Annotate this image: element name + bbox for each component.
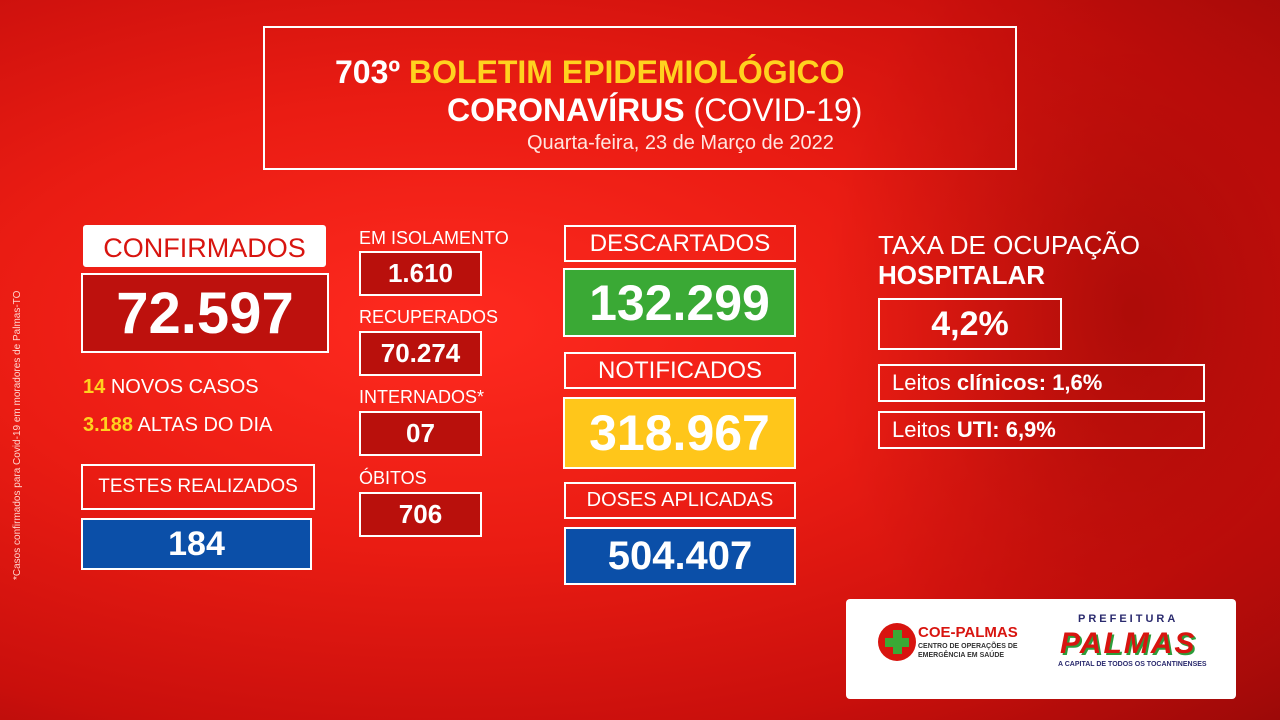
internados-value: 07 [359, 411, 482, 456]
leitos-clinicos-label: Leitos [892, 370, 957, 395]
isolamento-value: 1.610 [359, 251, 482, 296]
bulletin-subtitle: CORONAVÍRUS (COVID-19) [447, 92, 862, 129]
testes-label: TESTES REALIZADOS [81, 464, 315, 510]
ocupacao-title-2: HOSPITALAR [878, 260, 1046, 290]
altas-dia-value: 3.188 [83, 414, 134, 436]
ocupacao-title-1: TAXA DE OCUPAÇÃO [878, 230, 1140, 260]
testes-value: 184 [81, 518, 312, 570]
subtitle-bold: CORONAVÍRUS [447, 92, 685, 128]
prefeitura-label: PREFEITURA [1078, 613, 1179, 625]
bulletin-title: 703º BOLETIM EPIDEMIOLÓGICO [335, 54, 845, 91]
descartados-label: DESCARTADOS [564, 225, 796, 262]
novos-casos-label: NOVOS CASOS [110, 376, 259, 398]
altas-dia-label: ALTAS DO DIA [137, 414, 273, 436]
notificados-label: NOTIFICADOS [564, 352, 796, 389]
doses-label: DOSES APLICADAS [564, 482, 796, 519]
palmas-slogan: A CAPITAL DE TODOS OS TOCANTINENSES [1058, 661, 1207, 668]
ocupacao-value: 4,2% [878, 298, 1062, 350]
novos-casos-value: 14 [83, 376, 106, 398]
bulletin-date: Quarta-feira, 23 de Março de 2022 [527, 132, 834, 154]
novos-casos-line: 14 NOVOS CASOS [83, 376, 259, 399]
doses-value: 504.407 [564, 527, 796, 585]
side-footnote: *Casos confirmados para Covid-19 em mora… [12, 290, 23, 580]
leitos-uti-label: Leitos [892, 417, 957, 442]
leitos-uti-bold: UTI: [956, 417, 1000, 442]
leitos-clinicos-bold: clínicos: [956, 370, 1047, 395]
leitos-clinicos: Leitos clínicos: 1,6% [878, 364, 1205, 402]
subtitle-thin: (COVID-19) [693, 92, 863, 128]
palmas-logo: PALMAS [1060, 627, 1197, 660]
logos-card: COE-PALMAS CENTRO DE OPERAÇÕES DE EMERGÊ… [846, 599, 1236, 699]
notificados-value: 318.967 [563, 397, 796, 469]
isolamento-label: EM ISOLAMENTO [359, 228, 509, 248]
descartados-value: 132.299 [563, 268, 796, 337]
leitos-clinicos-value: 1,6% [1046, 370, 1103, 395]
recuperados-label: RECUPERADOS [359, 307, 499, 327]
confirmados-label: CONFIRMADOS [83, 225, 326, 267]
coe-cross-icon [878, 623, 916, 661]
confirmados-value: 72.597 [81, 273, 329, 353]
leitos-uti: Leitos UTI: 6,9% [878, 411, 1205, 449]
bulletin-title-text: BOLETIM EPIDEMIOLÓGICO [408, 54, 845, 90]
recuperados-value: 70.274 [359, 331, 482, 376]
leitos-uti-value: 6,9% [999, 417, 1056, 442]
coe-subtitle: CENTRO DE OPERAÇÕES DE EMERGÊNCIA EM SAÚ… [918, 643, 1018, 659]
bulletin-header: 703º BOLETIM EPIDEMIOLÓGICO CORONAVÍRUS … [263, 26, 1017, 170]
obitos-value: 706 [359, 492, 482, 537]
bulletin-number: 703º [335, 54, 401, 90]
internados-label: INTERNADOS* [359, 387, 485, 407]
altas-dia-line: 3.188 ALTAS DO DIA [83, 414, 272, 437]
coe-name: COE-PALMAS [918, 624, 1018, 641]
obitos-label: ÓBITOS [359, 468, 427, 488]
